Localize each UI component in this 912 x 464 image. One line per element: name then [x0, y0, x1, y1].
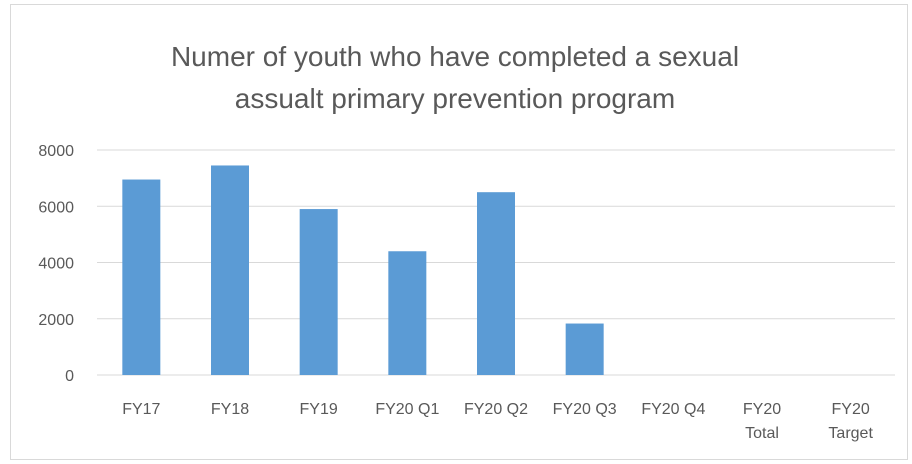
- x-tick-label: FY20 Total: [743, 401, 781, 442]
- x-tick-label: FY20 Q4: [641, 401, 705, 418]
- y-tick-label: 6000: [38, 199, 74, 216]
- y-tick-label: 4000: [38, 256, 74, 273]
- x-tick-label: FY20 Q2: [464, 401, 528, 418]
- y-tick-label: 2000: [38, 312, 74, 329]
- x-tick-label: FY20 Q1: [375, 401, 439, 418]
- bar: [565, 323, 604, 375]
- x-tick-label: FY19: [300, 401, 338, 418]
- bar: [211, 165, 249, 375]
- x-tick-label: FY18: [211, 401, 249, 418]
- y-tick-label: 8000: [38, 143, 74, 160]
- bar: [477, 192, 515, 375]
- bar: [122, 179, 161, 375]
- bar: [299, 209, 338, 375]
- x-tick-label: FY20 Q3: [553, 401, 617, 418]
- x-tick-label: FY17: [122, 401, 160, 418]
- y-tick-label: 0: [65, 368, 74, 385]
- bar: [388, 251, 427, 375]
- chart-title: Numer of youth who have completed a sexu…: [171, 41, 739, 114]
- x-tick-label: FY20 Target: [828, 401, 873, 442]
